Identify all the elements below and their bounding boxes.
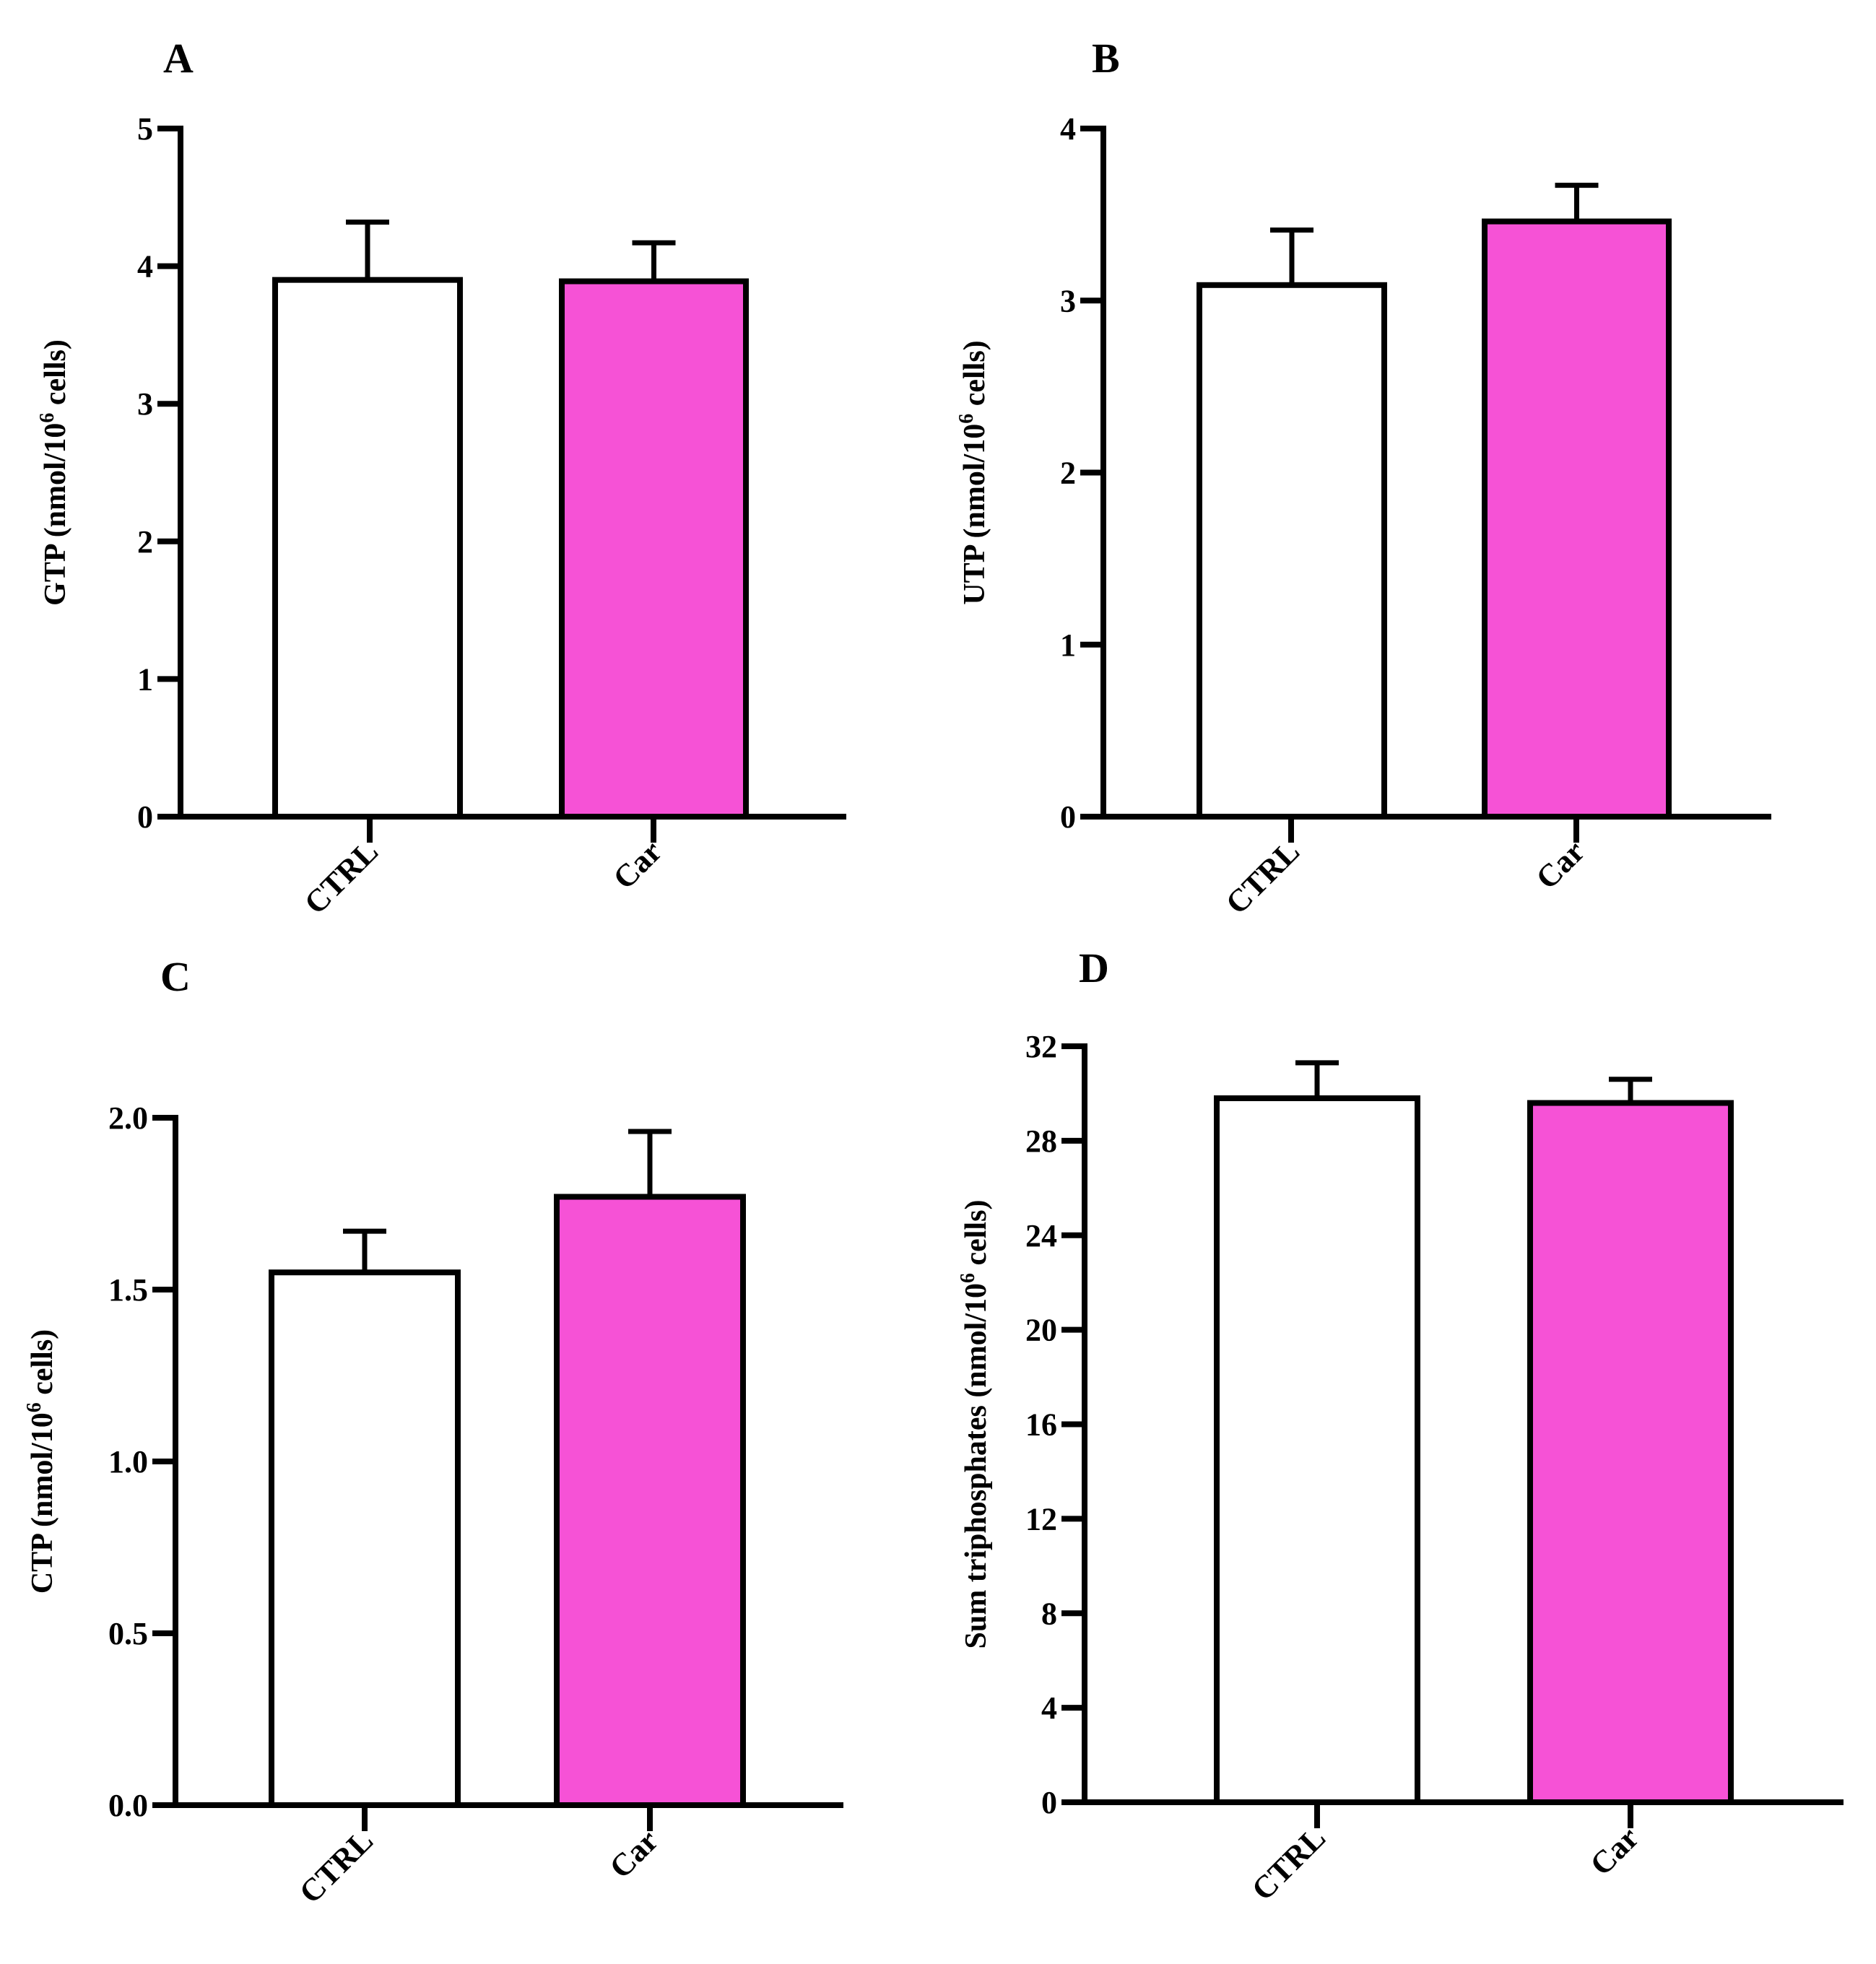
y-tick-label: 3 <box>137 386 153 422</box>
bar-ctrl <box>269 1269 461 1808</box>
y-tick-label: 24 <box>1025 1218 1057 1253</box>
y-axis-title-main: Sum triphosphates (nmol/10 <box>960 1283 993 1648</box>
y-axis-title-superscript: 6 <box>957 1273 979 1283</box>
y-tick-label: 1 <box>1060 627 1076 663</box>
y-tick-label: 0 <box>1041 1785 1057 1820</box>
y-axis-title-main: GTP (nmol/10 <box>39 423 72 606</box>
y-axis-title-superscript: 6 <box>955 414 978 424</box>
panel-letter: D <box>1079 944 1109 991</box>
y-tick-label: 5 <box>137 111 153 147</box>
panel-letter: A <box>163 35 194 82</box>
x-category-label-car: Car <box>603 1822 665 1885</box>
y-axis-title: Sum triphosphates (nmol/106 cells) <box>957 1200 993 1649</box>
y-axis-title: CTP (nmol/106 cells) <box>23 1329 59 1594</box>
y-tick-label: 32 <box>1025 1029 1057 1064</box>
bar-ctrl <box>272 277 463 820</box>
x-category-label-ctrl: CTRL <box>1245 1820 1332 1907</box>
y-tick-label: 0 <box>137 799 153 835</box>
x-category-label-ctrl: CTRL <box>1219 833 1306 921</box>
panel-letter: C <box>160 953 191 1000</box>
y-tick-label: 4 <box>1060 111 1076 147</box>
y-axis-title: UTP (nmol/106 cells) <box>955 340 991 604</box>
panel-letter: B <box>1092 35 1120 82</box>
y-axis-title-tail: cells) <box>39 339 72 412</box>
panel-c: C 0.0 0.5 1.0 1.5 2.0 CTRL Car CTP (nmol/106 cel… <box>23 953 843 1911</box>
y-tick-label: 2 <box>137 524 153 560</box>
y-tick-label: 4 <box>1041 1690 1057 1726</box>
y-axis-title-superscript: 6 <box>36 413 58 423</box>
y-axis-title-tail: cells) <box>26 1329 59 1402</box>
y-tick-label: 0.5 <box>108 1616 148 1651</box>
panel-b: B 0 1 2 3 4 CTRL Car UTP (nmol/106 cells) <box>955 35 1771 921</box>
y-axis-title-tail: cells) <box>960 1200 993 1273</box>
bar-car <box>554 1194 746 1808</box>
y-axis-title-tail: cells) <box>958 340 991 413</box>
x-category-label-ctrl: CTRL <box>298 833 385 921</box>
panel-d: D 0 4 8 12 16 20 24 28 32 CTRL Car Sum triphosphates… <box>957 944 1844 1908</box>
y-tick-label: 2.0 <box>108 1100 148 1136</box>
y-tick-label: 1.5 <box>108 1272 148 1308</box>
y-tick-label: 1.0 <box>108 1444 148 1479</box>
y-tick-label: 0.0 <box>108 1788 148 1823</box>
y-tick-label: 16 <box>1025 1407 1057 1443</box>
x-category-label-ctrl: CTRL <box>292 1822 380 1910</box>
y-tick-label: 0 <box>1060 799 1076 835</box>
y-tick-label: 8 <box>1041 1596 1057 1631</box>
x-category-label-car: Car <box>1584 1820 1646 1882</box>
bar-car <box>1482 218 1672 820</box>
bar-car <box>559 278 749 820</box>
y-tick-label: 1 <box>137 661 153 697</box>
x-category-label-car: Car <box>1529 833 1591 895</box>
y-tick-label: 12 <box>1025 1501 1057 1537</box>
y-tick-label: 4 <box>137 249 153 284</box>
bar-car <box>1527 1100 1734 1805</box>
bar-ctrl <box>1197 282 1387 820</box>
y-axis-title-main: UTP (nmol/10 <box>958 424 991 605</box>
bar-ctrl <box>1214 1095 1420 1805</box>
y-axis-title: GTP (nmol/106 cells) <box>36 339 72 606</box>
y-tick-label: 2 <box>1060 456 1076 491</box>
panel-a: A 0 1 2 3 4 5 CTRL Car GTP (nmol/106 cells) <box>36 35 846 921</box>
y-tick-label: 3 <box>1060 283 1076 318</box>
y-axis-title-superscript: 6 <box>23 1402 45 1412</box>
y-tick-label: 20 <box>1025 1313 1057 1348</box>
y-tick-label: 28 <box>1025 1124 1057 1159</box>
x-category-label-car: Car <box>607 833 669 895</box>
y-axis-title-main: CTP (nmol/10 <box>26 1412 59 1594</box>
